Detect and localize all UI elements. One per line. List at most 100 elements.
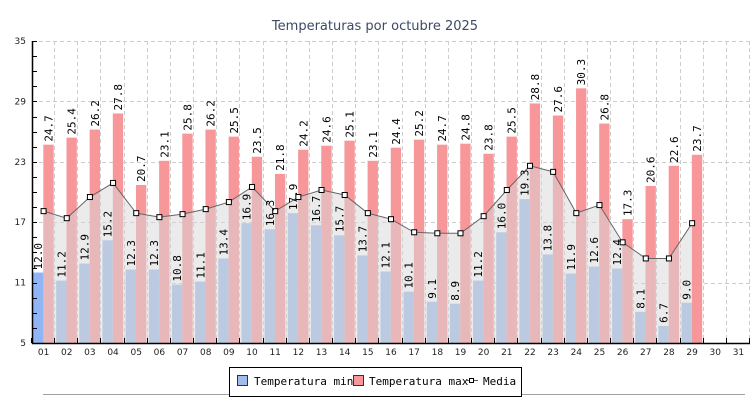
x-tick-label: 17 — [408, 348, 419, 358]
x-tick-label: 03 — [84, 348, 95, 358]
data-label-min-23: 13.8 — [542, 225, 555, 252]
data-label-min-17: 10.1 — [403, 262, 416, 289]
x-tick-label: 27 — [640, 348, 651, 358]
mean-point-21 — [503, 186, 510, 193]
legend-item-min[interactable]: Temperatura min — [237, 375, 354, 388]
x-tick-label: 31 — [733, 348, 744, 358]
data-label-min-06: 12.3 — [148, 240, 161, 267]
x-tick-label: 30 — [710, 348, 722, 358]
mean-point-06 — [156, 214, 163, 221]
x-tick-label: 18 — [432, 348, 444, 358]
data-label-min-28: 6.7 — [658, 303, 671, 323]
x-tick-label: 26 — [617, 348, 629, 358]
data-label-min-05: 12.3 — [125, 240, 138, 267]
mean-point-04 — [110, 179, 117, 186]
data-label-min-20: 11.2 — [472, 251, 485, 278]
mean-point-28 — [665, 255, 672, 262]
x-tick-label: 05 — [130, 348, 141, 358]
data-label-min-22: 19.3 — [519, 170, 532, 197]
mean-point-23 — [550, 168, 557, 175]
x-tick-label: 08 — [200, 348, 212, 358]
mean-point-16 — [388, 216, 394, 223]
data-label-min-02: 11.2 — [55, 251, 68, 278]
data-label-max-29: 23.7 — [691, 125, 704, 152]
x-axis-ticks: 01 02 03 04 05 06 07 08 09 10 11 12 13 14 15 16 17 18 19 20… — [38, 348, 744, 358]
data-label-min-08: 11.1 — [194, 252, 207, 279]
legend-label-max: Temperatura max — [369, 375, 469, 388]
data-label-min-11: 16.3 — [264, 200, 277, 227]
data-label-max-12: 24.2 — [297, 120, 310, 147]
data-label-min-18: 9.1 — [426, 279, 439, 299]
data-label-max-25: 26.8 — [598, 94, 611, 121]
mean-point-11 — [272, 208, 279, 215]
x-tick-label: 19 — [455, 348, 467, 358]
x-tick-label: 20 — [478, 348, 490, 358]
y-tick-label: 23 — [15, 158, 26, 168]
x-tick-label: 15 — [362, 348, 373, 358]
mean-point-25 — [596, 202, 603, 209]
data-label-max-03: 26.2 — [89, 100, 102, 127]
data-label-min-29: 9.0 — [681, 280, 694, 300]
data-label-max-24: 30.3 — [575, 59, 588, 86]
mean-point-07 — [179, 211, 186, 218]
data-label-max-22: 28.8 — [529, 74, 542, 101]
mean-point-10 — [249, 183, 256, 190]
axes — [31, 41, 750, 345]
data-label-max-02: 25.4 — [66, 108, 79, 135]
mean-point-03 — [86, 194, 93, 201]
legend-label-mean: Media — [483, 375, 516, 388]
data-label-min-15: 13.7 — [356, 226, 369, 253]
data-label-min-13: 16.7 — [310, 196, 323, 223]
data-label-min-19: 8.9 — [449, 281, 462, 301]
mean-point-29 — [689, 220, 696, 227]
mean-point-12 — [295, 194, 302, 201]
data-label-max-15: 23.1 — [367, 131, 380, 158]
mean-point-14 — [341, 192, 348, 199]
data-label-max-04: 27.8 — [112, 84, 125, 111]
data-label-max-18: 24.7 — [436, 115, 449, 142]
data-label-max-10: 23.5 — [251, 127, 264, 154]
y-tick-label: 11 — [15, 279, 26, 289]
mean-point-18 — [434, 230, 441, 237]
data-label-min-07: 10.8 — [171, 255, 184, 282]
bar-min-01 — [33, 272, 44, 343]
y-tick-label: 17 — [15, 218, 26, 228]
data-label-max-17: 25.2 — [413, 110, 426, 137]
data-label-max-23: 27.6 — [552, 86, 565, 113]
data-label-max-19: 24.8 — [459, 114, 472, 141]
x-tick-label: 02 — [61, 348, 72, 358]
x-tick-label: 04 — [107, 348, 119, 358]
x-tick-label: 06 — [154, 348, 166, 358]
data-label-max-28: 22.6 — [668, 136, 681, 163]
data-label-min-12: 17.9 — [287, 184, 300, 211]
mean-point-17 — [411, 229, 418, 236]
x-tick-label: 10 — [246, 348, 258, 358]
data-label-max-26: 17.3 — [622, 190, 635, 217]
data-labels: 12.0 24.7 11.2 25.4 12.9 26.2 15.2 27.8 12.3 20.7… — [32, 59, 704, 323]
grid — [32, 41, 750, 344]
data-label-max-08: 26.2 — [205, 100, 218, 127]
data-label-min-16: 12.1 — [380, 242, 393, 269]
legend-label-min: Temperatura min — [254, 375, 353, 388]
data-label-max-16: 24.4 — [390, 118, 403, 145]
mean-point-20 — [480, 213, 487, 220]
x-tick-label: 16 — [385, 348, 397, 358]
data-label-min-09: 13.4 — [217, 229, 230, 256]
x-tick-label: 07 — [177, 348, 188, 358]
legend-marker-mean-icon — [469, 378, 474, 383]
data-label-min-25: 12.6 — [588, 237, 601, 264]
legend-item-max[interactable]: Temperatura max — [353, 375, 469, 388]
x-tick-label: 09 — [223, 348, 235, 358]
y-tick-label: 35 — [15, 37, 26, 47]
x-tick-label: 13 — [316, 348, 327, 358]
x-tick-label: 01 — [38, 348, 49, 358]
legend-item-mean[interactable]: Media — [466, 375, 516, 388]
mean-point-27 — [642, 255, 649, 262]
mean-point-22 — [526, 162, 533, 169]
x-tick-label: 22 — [524, 348, 535, 358]
mean-line — [40, 162, 696, 262]
mean-point-19 — [457, 230, 464, 237]
data-label-max-13: 24.6 — [320, 116, 333, 143]
mean-point-13 — [318, 186, 325, 193]
